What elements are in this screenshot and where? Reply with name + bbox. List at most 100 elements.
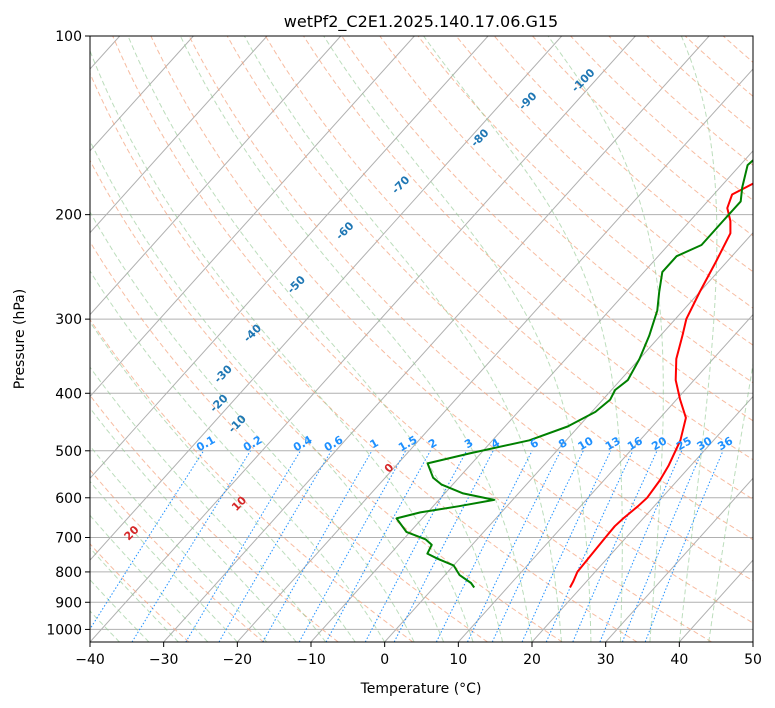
dry-adiabats xyxy=(90,36,753,642)
dry-adiabat xyxy=(112,36,712,642)
dry-adiabat-label: -40 xyxy=(241,321,264,344)
mixing-ratio-line xyxy=(521,450,612,642)
isotherm-gridline xyxy=(90,36,563,561)
x-axis-label: Temperature (°C) xyxy=(360,681,482,697)
dry-adiabat xyxy=(188,36,753,582)
isotherm-gridline xyxy=(90,36,268,234)
dry-adiabat xyxy=(90,394,339,642)
dry-adiabat xyxy=(226,36,753,541)
isotherm-gridline xyxy=(678,559,753,642)
y-tick-label: 1000 xyxy=(46,622,82,638)
y-tick-label: 700 xyxy=(55,531,82,547)
isotherm-gridline xyxy=(163,36,710,642)
x-tick-label: 30 xyxy=(597,652,615,668)
y-axis-label: Pressure (hPa) xyxy=(12,289,28,389)
moist-adiabat xyxy=(90,407,297,642)
mixing-ratio-label: 2 xyxy=(426,436,439,451)
isotherm-gridline xyxy=(384,231,753,642)
moist-adiabat xyxy=(708,361,753,642)
mixing-ratio-line xyxy=(644,450,724,642)
dry-adiabat xyxy=(379,36,753,384)
moist-adiabat xyxy=(90,547,179,642)
x-tick-label: 10 xyxy=(449,652,467,668)
y-tick-label: 200 xyxy=(55,208,82,224)
y-tick-label: 600 xyxy=(55,491,82,507)
mixing-ratio-label: 6 xyxy=(528,436,541,451)
moist-adiabat xyxy=(179,36,533,642)
x-tick-label: 20 xyxy=(523,652,541,668)
moist-adiabat xyxy=(243,36,562,642)
x-tick-label: −30 xyxy=(149,652,179,668)
y-tick-label: 800 xyxy=(55,565,82,581)
pressure-gridlines xyxy=(90,36,753,630)
moist-adiabat xyxy=(90,445,268,642)
isotherm-gridlines xyxy=(90,36,753,642)
x-tick-label: −10 xyxy=(296,652,326,668)
moist-adiabat xyxy=(90,480,238,642)
dry-adiabat-label: -50 xyxy=(285,273,308,296)
x-tick-label: −40 xyxy=(75,652,105,668)
mixing-ratio-line xyxy=(90,450,205,630)
dry-adiabat xyxy=(90,318,414,642)
y-tick-label: 900 xyxy=(55,595,82,611)
isotherm-gridline xyxy=(90,36,415,398)
mixing-ratio-line xyxy=(185,450,301,642)
moist-adiabat xyxy=(90,321,356,642)
mixing-ratio-line xyxy=(393,450,494,642)
x-tick-label: 0 xyxy=(380,652,389,668)
mixing-ratio-line xyxy=(364,450,468,642)
moist-adiabat xyxy=(90,514,209,642)
x-axis-ticks: −40 −30 −20 −10 0 10 20 30 40 50 xyxy=(75,642,762,668)
isotherm-gridline xyxy=(531,395,753,642)
mixing-ratio-line xyxy=(491,450,584,642)
dry-adiabat xyxy=(90,469,264,642)
temperature-profile-line xyxy=(569,182,753,588)
mixing-ratio-line xyxy=(298,450,407,642)
moist-adiabat-label: 30 xyxy=(14,553,34,573)
isotherm-gridline xyxy=(605,477,753,642)
dry-adiabat xyxy=(150,36,753,624)
isotherm-gridline xyxy=(236,68,753,642)
x-tick-label: 40 xyxy=(670,652,688,668)
mixing-ratio-line xyxy=(131,450,251,642)
isotherm-gridline xyxy=(310,150,753,642)
dry-adiabat xyxy=(646,36,753,132)
mixing-ratio-line xyxy=(467,450,562,642)
dry-adiabat xyxy=(570,36,753,201)
plot-frame xyxy=(89,35,754,643)
dry-adiabat-label: -60 xyxy=(333,219,356,242)
mixing-ratio-lines xyxy=(90,450,724,642)
y-tick-label: 100 xyxy=(55,29,82,45)
mixing-ratio-line xyxy=(599,450,683,642)
isotherm-gridline xyxy=(90,36,342,316)
mixing-ratio-line xyxy=(435,450,533,642)
x-tick-label: −20 xyxy=(223,652,253,668)
y-axis-ticks: 100 200 300 400 500 600 700 800 900 1000 xyxy=(46,29,90,638)
y-tick-label: 300 xyxy=(55,312,82,328)
y-tick-label: 500 xyxy=(55,444,82,460)
dry-adiabat xyxy=(90,159,563,642)
moist-adiabat xyxy=(90,49,474,642)
moist-adiabat xyxy=(423,36,623,642)
moist-adiabat-label: 10 xyxy=(229,494,249,514)
moist-adiabat xyxy=(127,36,503,642)
dry-adiabat xyxy=(90,240,488,642)
dry-adiabat xyxy=(417,36,753,346)
dry-adiabat xyxy=(455,36,753,309)
isotherm-gridline xyxy=(457,313,753,642)
dry-adiabat-label: -10 xyxy=(226,412,249,435)
dewpoint-profile-line xyxy=(395,158,753,589)
x-tick-label: 50 xyxy=(744,652,762,668)
moist-adiabats xyxy=(90,36,753,642)
dry-adiabat-label: -30 xyxy=(212,362,235,385)
dry-adiabat xyxy=(90,72,638,642)
dry-adiabat-label: -90 xyxy=(516,89,539,112)
dry-adiabat-label: -20 xyxy=(207,392,230,415)
isotherm-gridline xyxy=(90,36,194,152)
dry-adiabat xyxy=(303,36,753,461)
moist-adiabat xyxy=(678,36,718,642)
dry-adiabat-label: -70 xyxy=(389,173,412,196)
mixing-ratio-line xyxy=(262,450,373,642)
mixing-ratio-line xyxy=(621,450,703,642)
mixing-ratio-line xyxy=(325,450,431,642)
